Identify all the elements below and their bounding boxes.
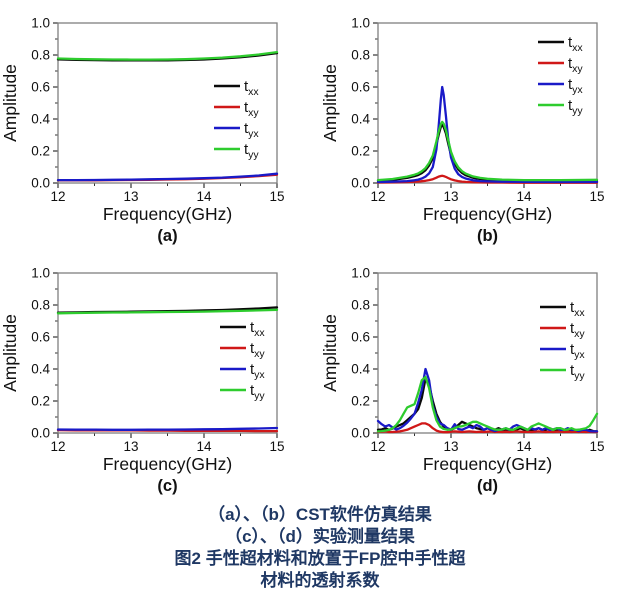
legend-label-t_xy: txy [244,99,259,119]
y-tick-label: 0.8 [351,298,370,313]
series-t_yy [376,375,599,433]
y-tick-label: 0.2 [31,144,50,159]
legend-label-t_yx: tyx [568,76,583,96]
legend-label-t_yy: tyy [250,382,265,402]
y-tick-label: 1.0 [31,16,50,31]
panel-label-d: (d) [477,477,498,495]
legend-label-t_xx: txx [570,299,585,319]
y-tick-label: 0.4 [31,112,50,127]
x-tick-label: 15 [269,189,284,204]
series-t_xy [376,174,599,184]
y-tick-label: 1.0 [351,16,370,31]
subplot-c: 12 13 14 15 0.0 0.2 0.4 0.6 0.8 1.0 txx txy tyx tyy Fr… [0,250,320,500]
subplot-b: 12 13 14 15 0.0 0.2 0.4 0.6 0.8 1.0 txx txy tyx tyy Fr… [320,0,640,250]
caption-line: （a）、（b）CST软件仿真结果 [208,505,432,524]
legend-label-t_xx: txx [568,34,583,54]
y-tick-label: 0.6 [351,330,370,345]
subplot-d: 12 13 14 15 0.0 0.2 0.4 0.6 0.8 1.0 txx txy tyx tyy Fr… [320,250,640,500]
x-axis-title: Frequency(GHz) [103,204,232,224]
y-tick-label: 0.0 [351,426,370,441]
x-tick-label: 15 [589,439,604,454]
series-t_xx [376,123,599,183]
y-axis-title: Amplitude [320,314,340,392]
x-tick-label: 14 [516,189,532,204]
legend-label-t_yx: tyx [250,361,265,381]
legend-label-t_xy: txy [570,320,585,340]
y-tick-label: 1.0 [351,266,370,281]
series-t_yx [56,172,279,182]
caption-line: 图2 手性超材料和放置于FP腔中手性超 [174,549,466,568]
y-tick-label: 0.8 [351,48,370,63]
legend-label-t_xy: txy [568,55,583,75]
y-tick-label: 0.2 [31,394,50,409]
x-tick-label: 13 [443,439,458,454]
panel-label-a: (a) [157,227,177,245]
x-tick-label: 14 [196,439,212,454]
series-t_yy [376,120,599,182]
y-tick-label: 0.4 [351,112,370,127]
x-tick-label: 15 [589,189,604,204]
series-t_yx [376,85,599,184]
y-axis-title: Amplitude [320,64,340,142]
x-tick-label: 12 [50,439,65,454]
series-t_yy [56,50,279,61]
legend-label-t_xx: txx [250,319,265,339]
y-tick-label: 0.6 [31,330,50,345]
x-tick-label: 15 [269,439,284,454]
series-t_yx [376,367,599,433]
x-axis-title: Frequency(GHz) [423,204,552,224]
y-tick-label: 0.2 [351,394,370,409]
y-tick-label: 1.0 [31,266,50,281]
legend-label-t_xy: txy [250,340,265,360]
x-tick-label: 13 [443,189,458,204]
x-tick-label: 12 [370,189,385,204]
y-axis-title: Amplitude [0,64,20,142]
legend-label-t_xx: txx [244,78,259,98]
x-tick-label: 12 [50,189,65,204]
series-t_xy [376,422,599,434]
legend-label-t_yy: tyy [244,141,259,161]
y-tick-label: 0.6 [31,80,50,95]
y-tick-label: 0.4 [31,362,50,377]
y-tick-label: 0.6 [351,80,370,95]
x-axis-title: Frequency(GHz) [423,454,552,474]
legend-label-t_yx: tyx [570,341,585,361]
panel-label-c: (c) [157,477,177,495]
panel-label-b: (b) [477,227,498,245]
x-tick-label: 12 [370,439,385,454]
subplot-a: 12 13 14 15 0.0 0.2 0.4 0.6 0.8 1.0 txx txy tyx tyy Fr… [0,0,320,250]
series-t_yy [56,308,279,315]
legend-label-t_yx: tyx [244,120,259,140]
legend-label-t_yy: tyy [570,362,585,382]
figure-caption: （a）、（b）CST软件仿真结果 （c）、（d）实验测量结果 图2 手性超材料和… [0,504,640,592]
y-tick-label: 0.0 [351,176,370,191]
series-t_yx [56,426,279,431]
y-tick-label: 0.8 [31,48,50,63]
y-tick-label: 0.4 [351,362,370,377]
y-tick-label: 0.2 [351,144,370,159]
y-tick-label: 0.0 [31,176,50,191]
x-tick-label: 14 [196,189,212,204]
caption-line: （c）、（d）实验测量结果 [225,527,415,546]
legend-label-t_yy: tyy [568,97,583,117]
y-tick-label: 0.8 [31,298,50,313]
x-tick-label: 14 [516,439,532,454]
y-axis-title: Amplitude [0,314,20,392]
x-axis-title: Frequency(GHz) [103,454,232,474]
x-tick-label: 13 [123,439,138,454]
caption-line: 材料的透射系数 [260,571,380,590]
x-tick-label: 13 [123,189,138,204]
y-tick-label: 0.0 [31,426,50,441]
